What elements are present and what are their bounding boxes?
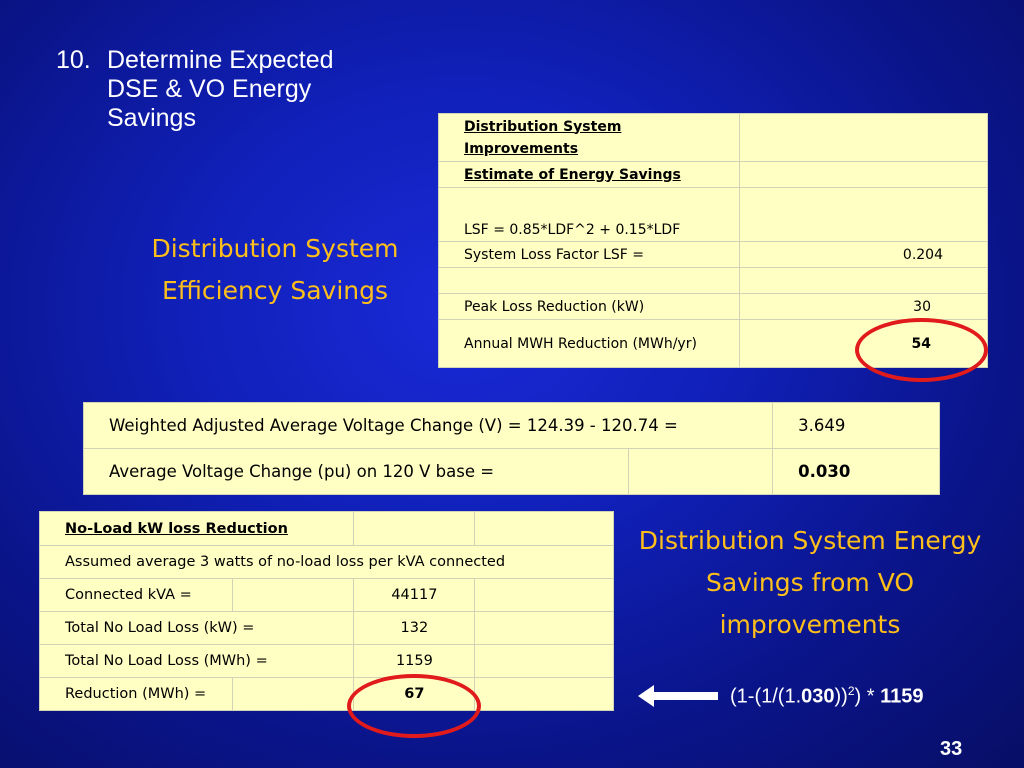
highlight-circle [347,674,481,738]
kva-value: 44117 [353,578,476,612]
table-row: Weighted Adjusted Average Voltage Change… [82,402,940,449]
dse-table: Distribution System Improvements Estimat… [437,113,988,368]
heading-number: 10. [56,46,91,74]
vo-label: Distribution System Energy Savings from … [638,526,982,639]
left-arrow-icon [638,685,720,707]
reduction-label: Reduction (MWh) = [39,677,233,711]
table-row: Average Voltage Change (pu) on 120 V bas… [82,448,940,495]
table-row: Total No Load Loss (MWh) = 1159 [38,644,614,678]
annual-label: Annual MWH Reduction (MWh/yr) [437,319,741,368]
table-row: Assumed average 3 watts of no-load loss … [39,545,614,579]
kw-label: Total No Load Loss (kW) = [38,611,355,645]
dse-subtitle: Estimate of Energy Savings [464,166,681,183]
vo-formula: (1-(1/(1.030))2) * 1159 [730,684,924,708]
heading-text: Determine Expected DSE & VO Energy Savin… [107,46,334,132]
voltage-pu-label: Average Voltage Change (pu) on 120 V bas… [82,448,630,495]
mwh-value: 1159 [353,644,476,678]
voltage-pu-value: 0.030 [798,462,851,481]
voltage-change-value: 3.649 [772,402,940,449]
page-number: 33 [940,738,963,760]
kva-label: Connected kVA = [39,578,233,612]
table-row: Distribution System Improvements [437,113,988,162]
table-row: Reduction (MWh) = 67 [39,677,614,711]
table-row [437,267,988,294]
lsf-label: System Loss Factor LSF = [437,241,741,268]
table-row: LSF = 0.85*LDF^2 + 0.15*LDF [437,187,988,242]
table-row: Connected kVA = 44117 [39,578,614,612]
lsf-value: 0.204 [739,241,988,268]
table-row: Estimate of Energy Savings [437,161,988,188]
noload-title: No-Load kW loss Reduction [65,520,288,537]
lsf-formula: LSF = 0.85*LDF^2 + 0.15*LDF [437,187,741,242]
table-row: No-Load kW loss Reduction [38,511,614,546]
table-row: Peak Loss Reduction (kW) 30 [437,293,988,320]
voltage-change-label: Weighted Adjusted Average Voltage Change… [82,402,774,449]
highlight-circle [855,318,988,382]
kw-value: 132 [353,611,476,645]
peak-value: 30 [739,293,988,320]
noload-assumption: Assumed average 3 watts of no-load loss … [39,545,614,579]
table-row: Total No Load Loss (kW) = 132 [38,611,614,645]
noload-table: No-Load kW loss Reduction Assumed averag… [38,511,614,711]
dse-title: Distribution System Improvements [464,118,622,157]
dse-label: Distribution System Efficiency Savings [151,234,399,305]
voltage-table: Weighted Adjusted Average Voltage Change… [82,402,940,495]
peak-label: Peak Loss Reduction (kW) [437,293,741,320]
mwh-label: Total No Load Loss (MWh) = [38,644,355,678]
table-row: System Loss Factor LSF = 0.204 [437,241,988,268]
